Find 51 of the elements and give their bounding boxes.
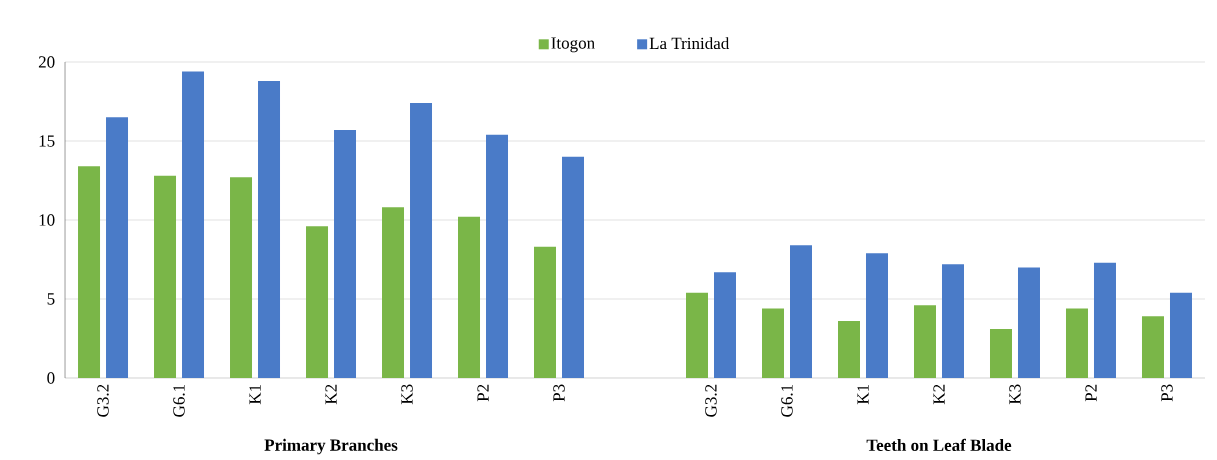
bar — [1169, 292, 1192, 378]
x-tick-label: K2 — [933, 384, 945, 405]
bar — [942, 264, 964, 378]
x-tick-label: P3 — [553, 384, 565, 402]
bar — [1093, 262, 1116, 378]
bar — [914, 305, 936, 378]
bar — [410, 103, 433, 378]
bar — [990, 329, 1012, 378]
bar — [154, 175, 177, 378]
bar — [1141, 316, 1164, 378]
y-tick-label: 15 — [39, 135, 55, 147]
x-tick-label: K1 — [857, 384, 869, 405]
legend-label: Itogon — [551, 37, 595, 53]
legend-label: La Trinidad — [649, 37, 730, 50]
x-tick-label: G6.1 — [173, 384, 185, 417]
x-tick-label: G3.2 — [705, 384, 717, 417]
bar — [458, 216, 481, 378]
x-tick-label: P2 — [1085, 384, 1097, 402]
bar — [534, 246, 557, 378]
bar — [182, 71, 205, 378]
y-tick-label: 10 — [39, 214, 55, 226]
bar — [714, 272, 736, 378]
x-tick-label: K1 — [249, 384, 261, 405]
bar — [258, 80, 281, 378]
bar — [790, 245, 812, 378]
y-tick-label: 20 — [38, 56, 55, 68]
bar — [866, 253, 888, 378]
text: Primary Branches — [264, 438, 398, 455]
bar — [1065, 308, 1088, 378]
bar — [230, 177, 253, 378]
x-tick-label: G6.1 — [781, 384, 793, 417]
bar — [106, 117, 129, 378]
y-tick-label: 5 — [47, 293, 55, 305]
bar — [838, 321, 860, 378]
x-tick-label: P2 — [477, 384, 489, 402]
text: Teeth on Leaf Blade — [866, 438, 1012, 451]
x-tick-label: K3 — [401, 384, 413, 405]
bar — [306, 226, 329, 378]
x-tick-label: K3 — [1009, 384, 1021, 405]
bar — [1018, 267, 1040, 378]
x-tick-label: G3.2 — [97, 384, 109, 417]
x-tick-label: K2 — [325, 384, 337, 405]
bar — [486, 134, 509, 378]
bar — [562, 156, 584, 378]
bar — [78, 166, 101, 378]
bar — [334, 129, 357, 378]
y-tick-label: 0 — [47, 372, 55, 384]
bar — [762, 308, 784, 378]
bar — [686, 292, 708, 378]
bar — [382, 207, 405, 378]
x-tick-label: P3 — [1161, 384, 1173, 402]
